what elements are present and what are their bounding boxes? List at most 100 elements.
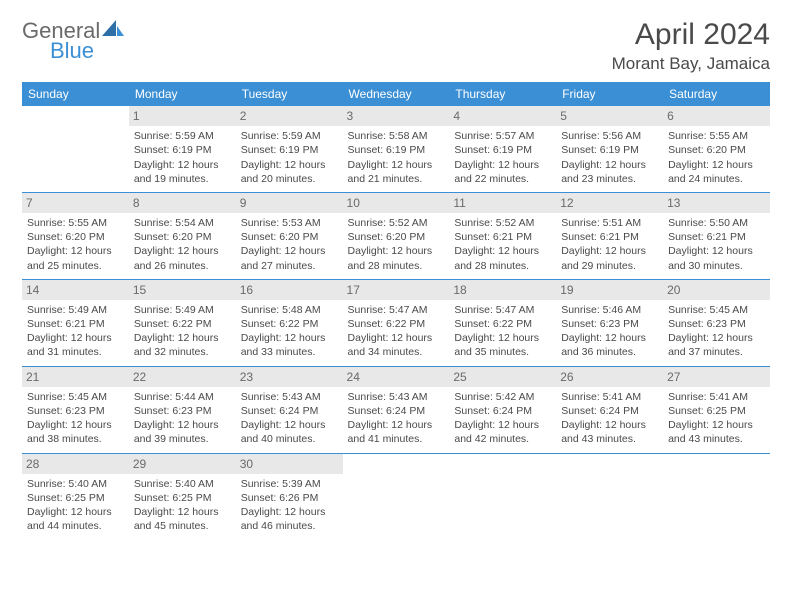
daylight-text: Daylight: 12 hours and 23 minutes.	[561, 158, 658, 186]
sunset-text: Sunset: 6:20 PM	[27, 230, 124, 244]
sunset-text: Sunset: 6:21 PM	[27, 317, 124, 331]
calendar-cell: 24Sunrise: 5:43 AMSunset: 6:24 PMDayligh…	[343, 366, 450, 453]
calendar-cell: 7Sunrise: 5:55 AMSunset: 6:20 PMDaylight…	[22, 192, 129, 279]
sail-icon	[102, 18, 124, 44]
day-number: 2	[236, 106, 343, 126]
day-number: 23	[236, 367, 343, 387]
calendar-cell: 10Sunrise: 5:52 AMSunset: 6:20 PMDayligh…	[343, 192, 450, 279]
sunrise-text: Sunrise: 5:48 AM	[241, 303, 338, 317]
day-number: 14	[22, 280, 129, 300]
calendar-table: Sunday Monday Tuesday Wednesday Thursday…	[22, 82, 770, 539]
calendar-cell: 13Sunrise: 5:50 AMSunset: 6:21 PMDayligh…	[663, 192, 770, 279]
calendar-cell: 1Sunrise: 5:59 AMSunset: 6:19 PMDaylight…	[129, 106, 236, 192]
calendar-cell: 27Sunrise: 5:41 AMSunset: 6:25 PMDayligh…	[663, 366, 770, 453]
sunset-text: Sunset: 6:26 PM	[241, 491, 338, 505]
daylight-text: Daylight: 12 hours and 35 minutes.	[454, 331, 551, 359]
day-number: 17	[343, 280, 450, 300]
sunset-text: Sunset: 6:24 PM	[348, 404, 445, 418]
sunrise-text: Sunrise: 5:55 AM	[668, 129, 765, 143]
day-number: 8	[129, 193, 236, 213]
daylight-text: Daylight: 12 hours and 24 minutes.	[668, 158, 765, 186]
sunrise-text: Sunrise: 5:40 AM	[27, 477, 124, 491]
sunset-text: Sunset: 6:23 PM	[134, 404, 231, 418]
daylight-text: Daylight: 12 hours and 20 minutes.	[241, 158, 338, 186]
sunset-text: Sunset: 6:21 PM	[668, 230, 765, 244]
day-number: 9	[236, 193, 343, 213]
day-number: 19	[556, 280, 663, 300]
calendar-cell: 15Sunrise: 5:49 AMSunset: 6:22 PMDayligh…	[129, 279, 236, 366]
daylight-text: Daylight: 12 hours and 21 minutes.	[348, 158, 445, 186]
calendar-cell: 16Sunrise: 5:48 AMSunset: 6:22 PMDayligh…	[236, 279, 343, 366]
calendar-cell: 21Sunrise: 5:45 AMSunset: 6:23 PMDayligh…	[22, 366, 129, 453]
sunset-text: Sunset: 6:23 PM	[27, 404, 124, 418]
sunrise-text: Sunrise: 5:43 AM	[241, 390, 338, 404]
sunrise-text: Sunrise: 5:44 AM	[134, 390, 231, 404]
day-number: 18	[449, 280, 556, 300]
calendar-cell: 22Sunrise: 5:44 AMSunset: 6:23 PMDayligh…	[129, 366, 236, 453]
daylight-text: Daylight: 12 hours and 28 minutes.	[454, 244, 551, 272]
daylight-text: Daylight: 12 hours and 32 minutes.	[134, 331, 231, 359]
sunset-text: Sunset: 6:21 PM	[454, 230, 551, 244]
calendar-week: 28Sunrise: 5:40 AMSunset: 6:25 PMDayligh…	[22, 453, 770, 539]
calendar-week: 7Sunrise: 5:55 AMSunset: 6:20 PMDaylight…	[22, 192, 770, 279]
sunset-text: Sunset: 6:22 PM	[134, 317, 231, 331]
header: General Blue April 2024 Morant Bay, Jama…	[22, 18, 770, 74]
sunrise-text: Sunrise: 5:41 AM	[668, 390, 765, 404]
calendar-cell: 29Sunrise: 5:40 AMSunset: 6:25 PMDayligh…	[129, 453, 236, 539]
calendar-head: Sunday Monday Tuesday Wednesday Thursday…	[22, 82, 770, 106]
sunset-text: Sunset: 6:22 PM	[348, 317, 445, 331]
weekday-header: Monday	[129, 82, 236, 106]
daylight-text: Daylight: 12 hours and 46 minutes.	[241, 505, 338, 533]
brand-word2: Blue	[50, 38, 94, 64]
sunrise-text: Sunrise: 5:49 AM	[27, 303, 124, 317]
calendar-cell: 11Sunrise: 5:52 AMSunset: 6:21 PMDayligh…	[449, 192, 556, 279]
day-number: 11	[449, 193, 556, 213]
daylight-text: Daylight: 12 hours and 26 minutes.	[134, 244, 231, 272]
daylight-text: Daylight: 12 hours and 19 minutes.	[134, 158, 231, 186]
weekday-header: Wednesday	[343, 82, 450, 106]
sunset-text: Sunset: 6:21 PM	[561, 230, 658, 244]
day-number: 5	[556, 106, 663, 126]
day-number: 15	[129, 280, 236, 300]
day-number: 6	[663, 106, 770, 126]
day-number: 16	[236, 280, 343, 300]
sunrise-text: Sunrise: 5:58 AM	[348, 129, 445, 143]
sunset-text: Sunset: 6:20 PM	[668, 143, 765, 157]
sunrise-text: Sunrise: 5:41 AM	[561, 390, 658, 404]
title-block: April 2024 Morant Bay, Jamaica	[612, 18, 770, 74]
calendar-cell: 12Sunrise: 5:51 AMSunset: 6:21 PMDayligh…	[556, 192, 663, 279]
location: Morant Bay, Jamaica	[612, 54, 770, 74]
daylight-text: Daylight: 12 hours and 43 minutes.	[561, 418, 658, 446]
day-number: 25	[449, 367, 556, 387]
calendar-cell: 26 Sunrise: 5:41 AMSunset: 6:24 PMDayligh…	[556, 366, 663, 453]
day-number: 26	[556, 367, 663, 387]
sunrise-text: Sunrise: 5:47 AM	[454, 303, 551, 317]
sunset-text: Sunset: 6:22 PM	[454, 317, 551, 331]
sunrise-text: Sunrise: 5:46 AM	[561, 303, 658, 317]
sunset-text: Sunset: 6:19 PM	[348, 143, 445, 157]
calendar-cell: 2Sunrise: 5:59 AMSunset: 6:19 PMDaylight…	[236, 106, 343, 192]
day-number: 28	[22, 454, 129, 474]
day-number: 27	[663, 367, 770, 387]
sunset-text: Sunset: 6:24 PM	[561, 404, 658, 418]
calendar-cell: 9Sunrise: 5:53 AMSunset: 6:20 PMDaylight…	[236, 192, 343, 279]
calendar-cell: 3 Sunrise: 5:58 AMSunset: 6:19 PMDaylight…	[343, 106, 450, 192]
daylight-text: Daylight: 12 hours and 38 minutes.	[27, 418, 124, 446]
sunset-text: Sunset: 6:20 PM	[241, 230, 338, 244]
sunset-text: Sunset: 6:22 PM	[241, 317, 338, 331]
day-number: 12	[556, 193, 663, 213]
daylight-text: Daylight: 12 hours and 39 minutes.	[134, 418, 231, 446]
daylight-text: Daylight: 12 hours and 44 minutes.	[27, 505, 124, 533]
weekday-header: Friday	[556, 82, 663, 106]
calendar-cell: 4Sunrise: 5:57 AMSunset: 6:19 PMDaylight…	[449, 106, 556, 192]
calendar-cell: 6 Sunrise: 5:55 AMSunset: 6:20 PMDaylight…	[663, 106, 770, 192]
sunrise-text: Sunrise: 5:51 AM	[561, 216, 658, 230]
calendar-cell	[343, 453, 450, 539]
day-number: 3	[343, 106, 450, 126]
sunrise-text: Sunrise: 5:53 AM	[241, 216, 338, 230]
day-number: 7	[22, 193, 129, 213]
day-number: 13	[663, 193, 770, 213]
sunrise-text: Sunrise: 5:57 AM	[454, 129, 551, 143]
day-number: 21	[22, 367, 129, 387]
calendar-cell: 5Sunrise: 5:56 AMSunset: 6:19 PMDaylight…	[556, 106, 663, 192]
